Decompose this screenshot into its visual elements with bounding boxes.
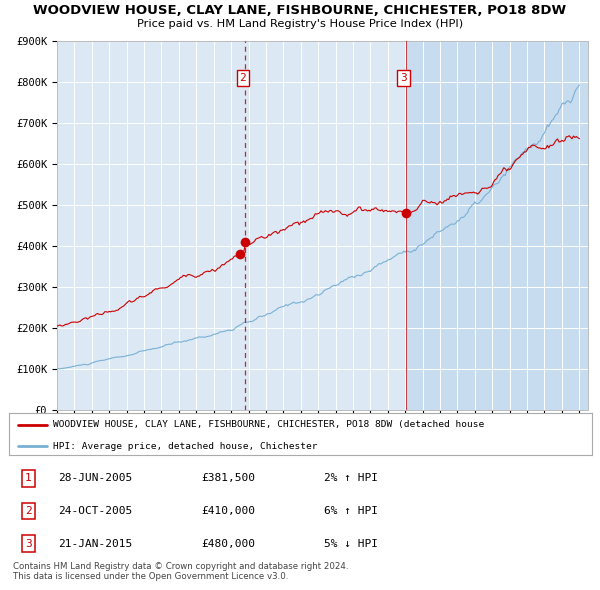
Bar (406, 41, 588, 410)
Text: Contains HM Land Registry data © Crown copyright and database right 2024.
This d: Contains HM Land Registry data © Crown c… (13, 562, 349, 581)
Text: 5% ↓ HPI: 5% ↓ HPI (324, 539, 378, 549)
Text: 6% ↑ HPI: 6% ↑ HPI (324, 506, 378, 516)
Text: 2: 2 (239, 73, 246, 83)
Text: Price paid vs. HM Land Registry's House Price Index (HPI): Price paid vs. HM Land Registry's House … (137, 19, 463, 30)
Text: 3: 3 (25, 539, 32, 549)
Text: 2% ↑ HPI: 2% ↑ HPI (324, 473, 378, 483)
Text: 1: 1 (25, 473, 32, 483)
Text: WOODVIEW HOUSE, CLAY LANE, FISHBOURNE, CHICHESTER, PO18 8DW (detached house: WOODVIEW HOUSE, CLAY LANE, FISHBOURNE, C… (53, 421, 484, 430)
Text: £410,000: £410,000 (202, 506, 256, 516)
Text: 3: 3 (400, 73, 407, 83)
Text: WOODVIEW HOUSE, CLAY LANE, FISHBOURNE, CHICHESTER, PO18 8DW: WOODVIEW HOUSE, CLAY LANE, FISHBOURNE, C… (34, 4, 566, 17)
Text: 21-JAN-2015: 21-JAN-2015 (59, 539, 133, 549)
Text: £480,000: £480,000 (202, 539, 256, 549)
Text: 24-OCT-2005: 24-OCT-2005 (59, 506, 133, 516)
Text: HPI: Average price, detached house, Chichester: HPI: Average price, detached house, Chic… (53, 442, 317, 451)
Text: 2: 2 (25, 506, 32, 516)
Text: 28-JUN-2005: 28-JUN-2005 (59, 473, 133, 483)
Text: £381,500: £381,500 (202, 473, 256, 483)
